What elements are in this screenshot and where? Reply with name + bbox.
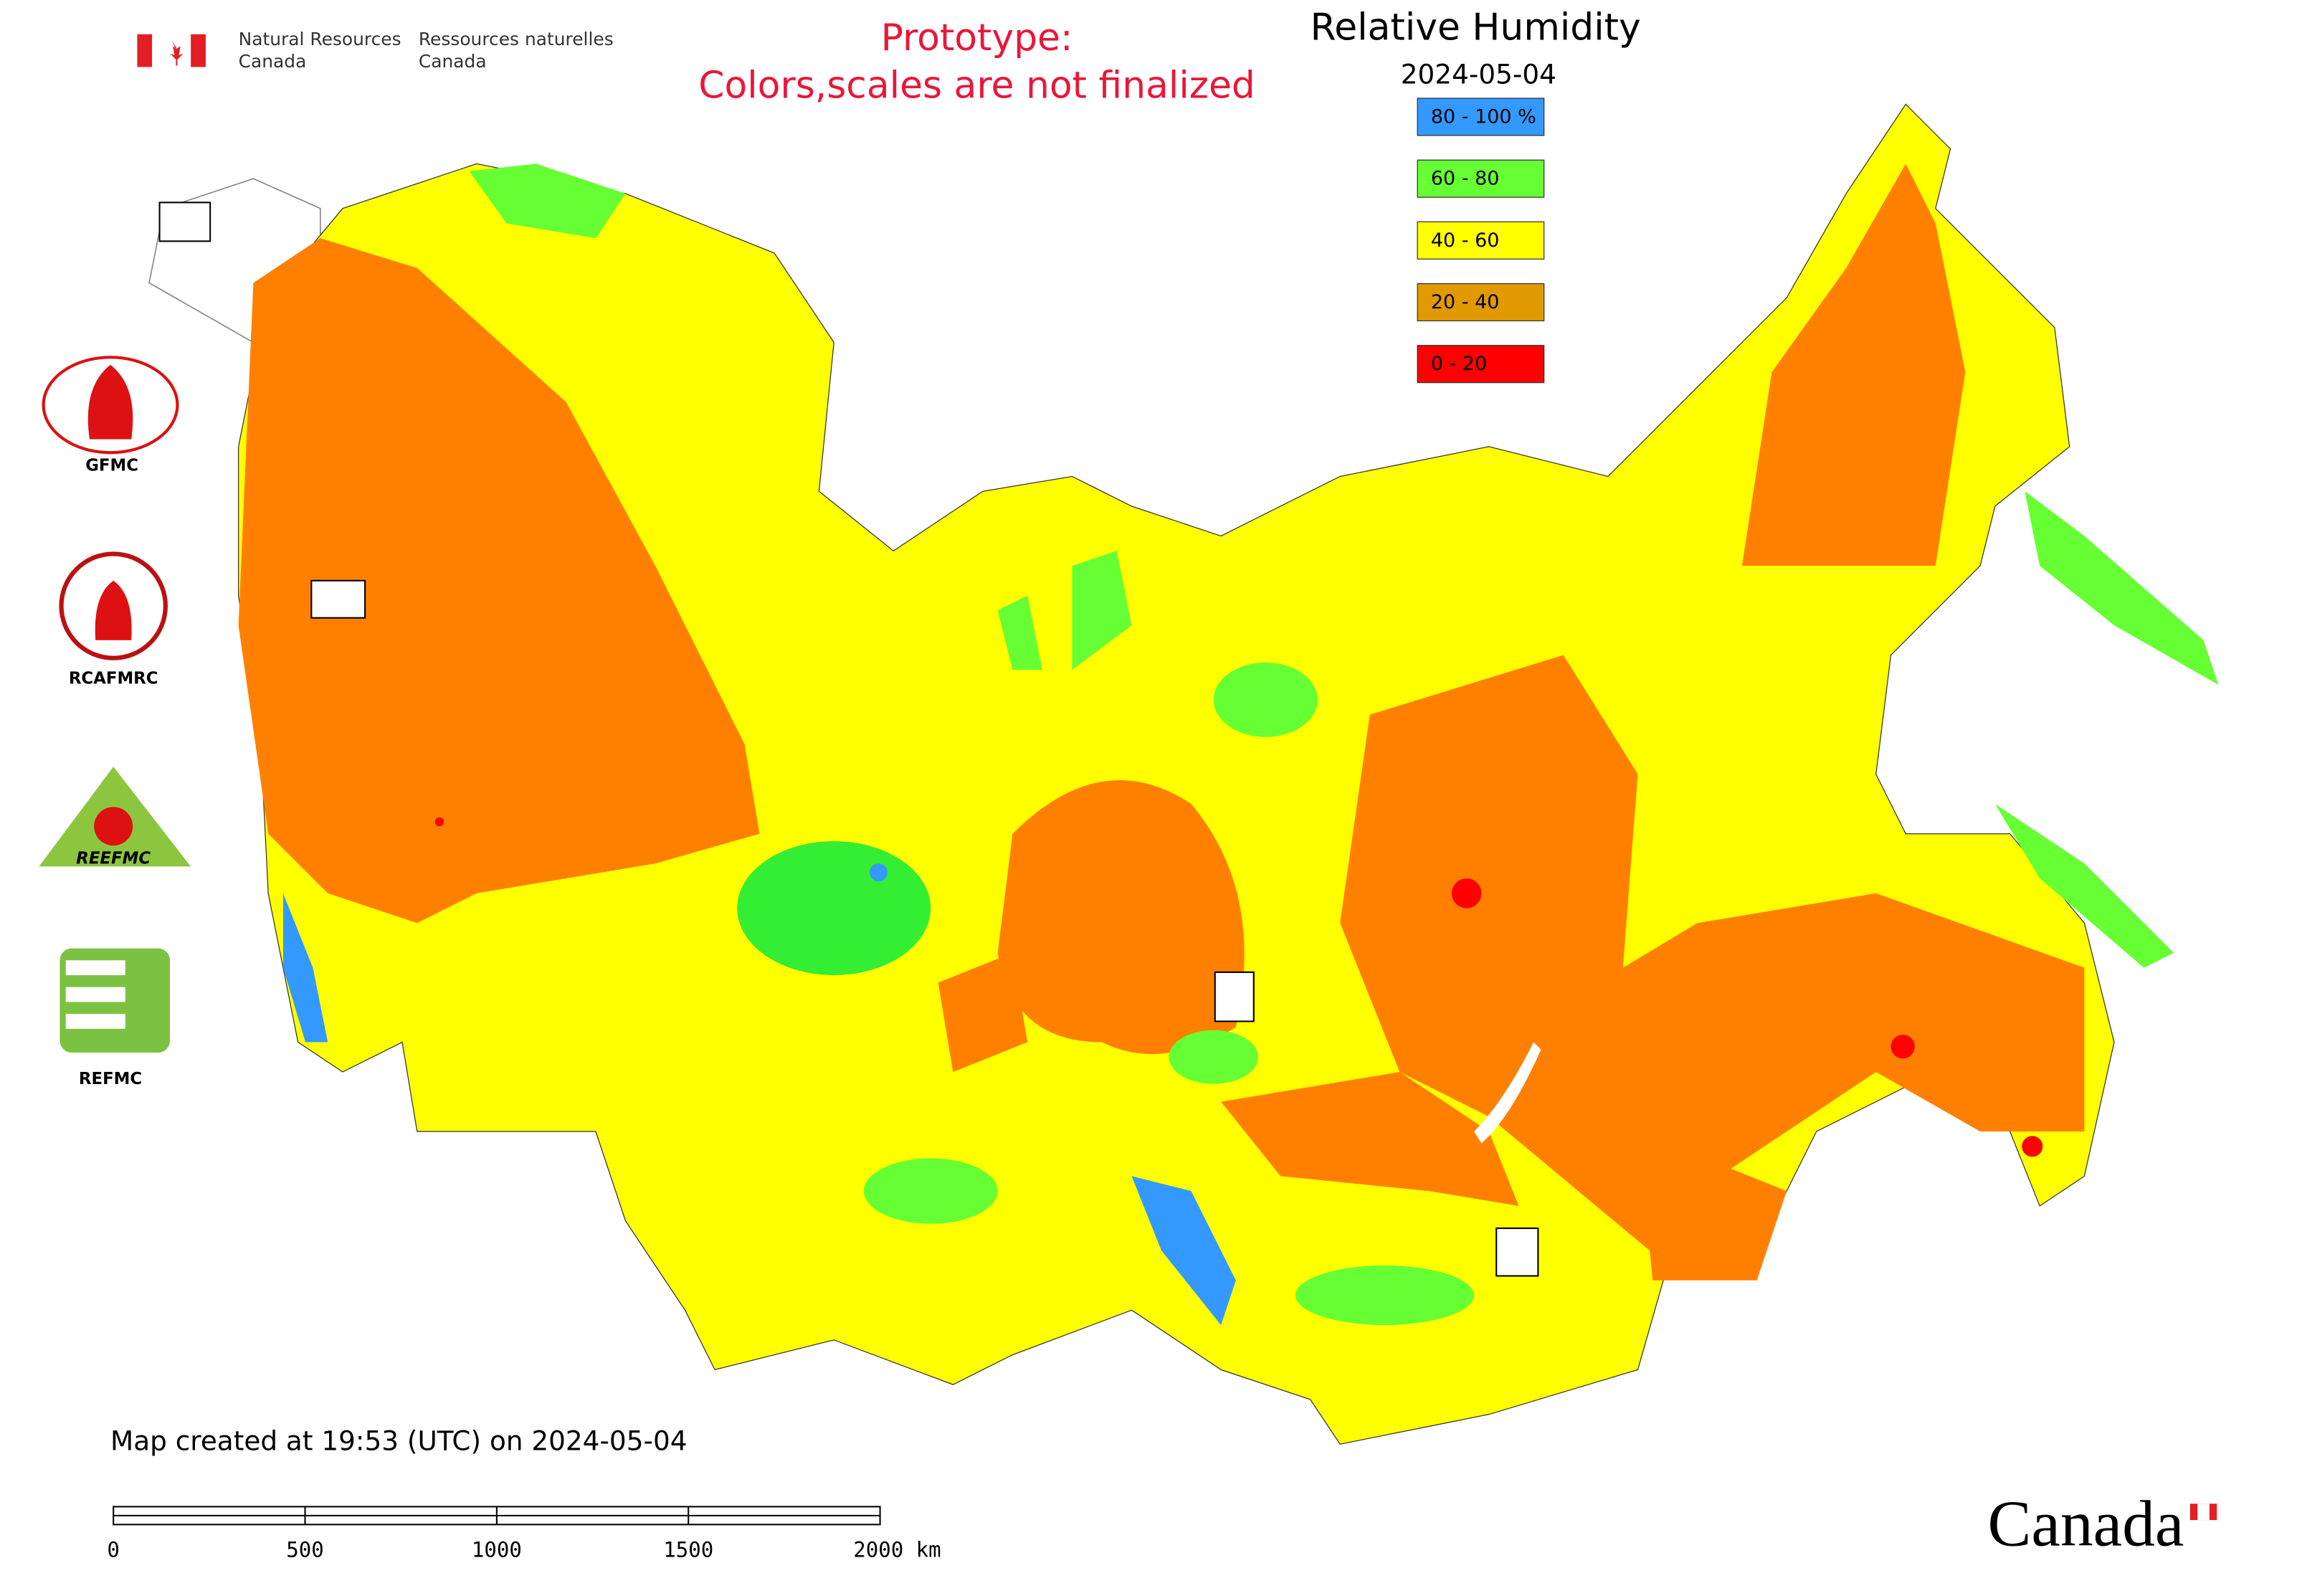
logo-label: RCAFMRC [69, 669, 158, 688]
scale-label: 500 [286, 1538, 324, 1562]
notice: Colors,scales are not finalized [698, 65, 1255, 108]
wordmark: Canada [1987, 1488, 2184, 1560]
map-title: Relative Humidity [1311, 6, 1641, 49]
department-fr: Canada [419, 51, 487, 72]
created-note: Map created at 19:53 (UTC) on 2024-05-04 [110, 1425, 687, 1457]
legend: 80 - 100 % 60 - 80 40 - 60 20 - 40 0 - 20 [1417, 98, 1545, 384]
legend-swatch [1417, 282, 1545, 322]
department-en: Natural Resources [239, 29, 401, 49]
legend-swatch [1417, 221, 1545, 260]
legend-label: 60 - 80 [1431, 168, 1500, 190]
logo-label: REFMC [79, 1070, 142, 1088]
legend-swatch [1417, 159, 1545, 198]
legend-label: 0 - 20 [1431, 353, 1487, 375]
canada-wordmark: Canada [1987, 1488, 2217, 1560]
legend-label: 80 - 100 % [1431, 106, 1536, 128]
legend-swatch [1417, 98, 1545, 136]
department-en: Canada [239, 51, 307, 72]
department-fr: Ressources naturelles [419, 29, 614, 49]
logo-label: GFMC [85, 456, 138, 475]
legend-swatch [1417, 345, 1545, 384]
scale-bar: 0 500 1000 1500 2000 km [107, 1506, 941, 1562]
notice: Prototype: [881, 16, 1073, 60]
scale-label: 1000 [472, 1538, 522, 1562]
scale-label: 2000 km [853, 1538, 941, 1562]
logo-label: REEFMC [76, 850, 151, 868]
scale-label: 1500 [663, 1538, 713, 1562]
legend-label: 20 - 40 [1431, 291, 1500, 313]
map [148, 103, 2219, 1445]
map-date: 2024-05-04 [1401, 58, 1556, 90]
nrcan-signature: Natural Resources Canada Ressources natu… [137, 29, 614, 72]
legend-label: 40 - 60 [1431, 229, 1500, 252]
logos: GFMC RCAFMRC REEFMC REFMC [39, 356, 191, 1088]
scale-label: 0 [107, 1538, 120, 1562]
